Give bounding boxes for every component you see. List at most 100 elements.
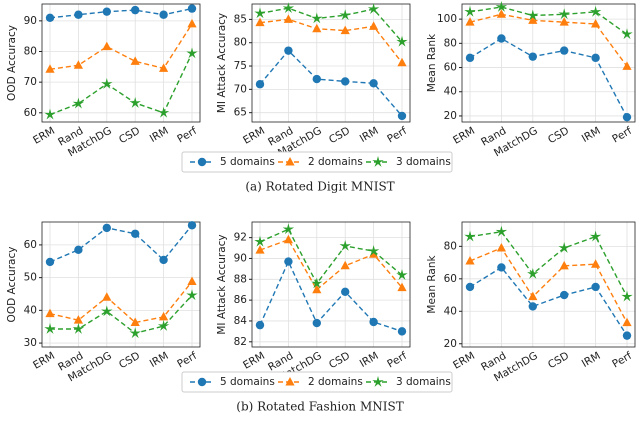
marker [372, 376, 384, 387]
marker [369, 79, 378, 88]
x-tick-label: IRM [580, 350, 603, 370]
y-axis-label: Mean Rank [426, 254, 438, 313]
marker [159, 63, 169, 72]
marker [465, 17, 475, 26]
x-tick-label: CSD [327, 350, 352, 371]
legend: 5 domains 2 domains 3 domains [181, 371, 453, 393]
marker [45, 64, 55, 73]
y-axis-label: OOD Accuracy [6, 25, 18, 101]
marker [159, 255, 168, 265]
marker [495, 1, 508, 12]
x-tick-label: Perf [385, 125, 409, 146]
marker [367, 3, 380, 14]
y-tick-label: 80 [24, 46, 37, 58]
series-line [469, 266, 628, 337]
marker [285, 377, 295, 386]
marker [621, 28, 633, 40]
marker [101, 305, 113, 317]
y-tick-label: 86 [234, 294, 248, 306]
y-tick-label: 40 [444, 305, 457, 317]
marker [157, 106, 170, 118]
series-line [469, 6, 628, 35]
plot-frame [461, 221, 636, 348]
marker [369, 317, 378, 327]
x-tick-label: Perf [610, 350, 634, 371]
marker [74, 10, 83, 19]
marker [255, 17, 265, 27]
series-line [259, 228, 403, 285]
marker [396, 269, 408, 280]
series-line [259, 7, 403, 43]
marker [528, 302, 537, 311]
x-tick-label: IRM [358, 125, 381, 145]
marker [622, 112, 632, 122]
y-tick-label: 88 [234, 273, 247, 285]
x-tick-label: CSD [546, 125, 571, 146]
y-tick-label: 82 [234, 336, 247, 348]
y-axis-label: MI Attack Accuracy [216, 234, 228, 334]
marker [339, 9, 351, 21]
y-tick-label: 80 [234, 37, 247, 49]
series-line [469, 247, 628, 323]
x-tick-label: Perf [175, 350, 199, 371]
marker [369, 249, 379, 258]
marker [312, 284, 322, 294]
marker [465, 53, 475, 63]
marker [45, 257, 55, 267]
marker [312, 318, 321, 328]
legend-label: 5 domains [220, 156, 275, 168]
marker [372, 156, 384, 167]
x-tick-label: ERM [451, 350, 477, 372]
marker [558, 241, 570, 253]
marker [622, 61, 632, 70]
y-tick-label: 90 [24, 15, 37, 27]
marker [464, 230, 476, 242]
series-line [469, 37, 628, 118]
marker [102, 41, 112, 51]
x-tick-label: CSD [117, 350, 142, 371]
marker [131, 5, 140, 15]
series-line [49, 23, 193, 70]
y-tick-label: 50 [24, 272, 37, 284]
marker [282, 223, 295, 235]
y-tick-label: 60 [24, 107, 37, 119]
y-tick-label: 30 [24, 337, 37, 349]
marker [560, 290, 569, 300]
x-tick-label: IRM [580, 125, 603, 145]
y-axis-label: Mean Rank [426, 33, 438, 92]
plot-frame [461, 3, 636, 123]
series-line [259, 259, 403, 333]
marker [621, 290, 633, 302]
legend-label: 3 domains [396, 156, 451, 168]
marker [255, 245, 265, 254]
marker [591, 259, 601, 268]
y-tick-label: 80 [444, 240, 457, 252]
marker [159, 311, 169, 321]
marker [102, 223, 112, 233]
marker [101, 77, 113, 89]
x-tick-label: IRM [148, 350, 171, 370]
y-tick-label: 60 [24, 239, 37, 251]
marker [45, 308, 55, 318]
marker [497, 34, 506, 43]
x-tick-label: ERM [451, 125, 477, 147]
caption: (b) Rotated Fashion MNIST [236, 400, 403, 414]
marker [397, 327, 407, 336]
marker [340, 25, 350, 35]
marker [369, 21, 379, 30]
marker [591, 53, 600, 63]
marker [527, 9, 539, 21]
legend: 5 domains 2 domains 3 domains [181, 151, 453, 173]
marker [311, 277, 323, 289]
marker [589, 230, 602, 242]
series-line [469, 13, 628, 67]
plot-frame [251, 3, 411, 123]
x-tick-label: Perf [610, 125, 634, 146]
plot-frame [251, 221, 411, 348]
marker [186, 47, 198, 59]
x-tick-label: Perf [175, 125, 199, 146]
marker [397, 57, 407, 67]
marker [465, 255, 475, 265]
x-tick-label: CSD [117, 125, 142, 146]
